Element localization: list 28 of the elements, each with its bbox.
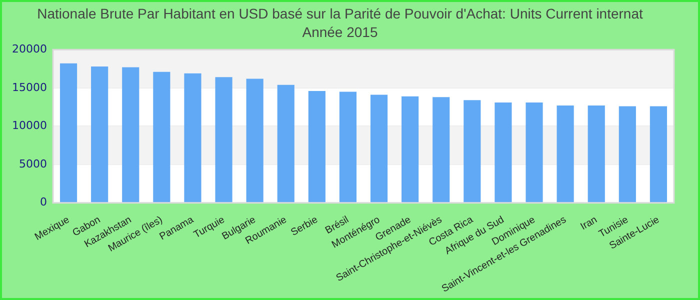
y-tick-label: 15000	[12, 80, 47, 94]
bar	[339, 92, 357, 202]
bar	[215, 77, 232, 202]
bar	[153, 72, 170, 202]
bar	[588, 106, 605, 202]
y-tick-label: 10000	[12, 119, 47, 132]
bar	[246, 78, 264, 202]
bar	[122, 67, 140, 202]
bar	[91, 66, 108, 202]
bar	[370, 94, 388, 202]
bar	[526, 102, 543, 202]
bar	[60, 63, 78, 202]
bar	[556, 106, 574, 202]
bar	[432, 97, 450, 202]
chart-title: Nationale Brute Par Habitant en USD basé sur la Parité de Pouvoir d'Achat: Units Current internat	[37, 5, 643, 22]
bar	[184, 73, 202, 202]
bar	[464, 100, 481, 202]
bar	[277, 84, 294, 202]
y-tick-label: 5000	[18, 157, 47, 170]
x-tick-label: Iran	[578, 214, 600, 233]
bar	[618, 106, 636, 202]
y-tick-label: 0	[40, 196, 47, 209]
bar	[494, 102, 512, 202]
y-tick-label: 20000	[12, 42, 47, 56]
chart-subtitle: Année 2015	[302, 24, 378, 40]
bar	[308, 90, 326, 202]
bar	[402, 96, 419, 202]
bar	[650, 106, 668, 202]
